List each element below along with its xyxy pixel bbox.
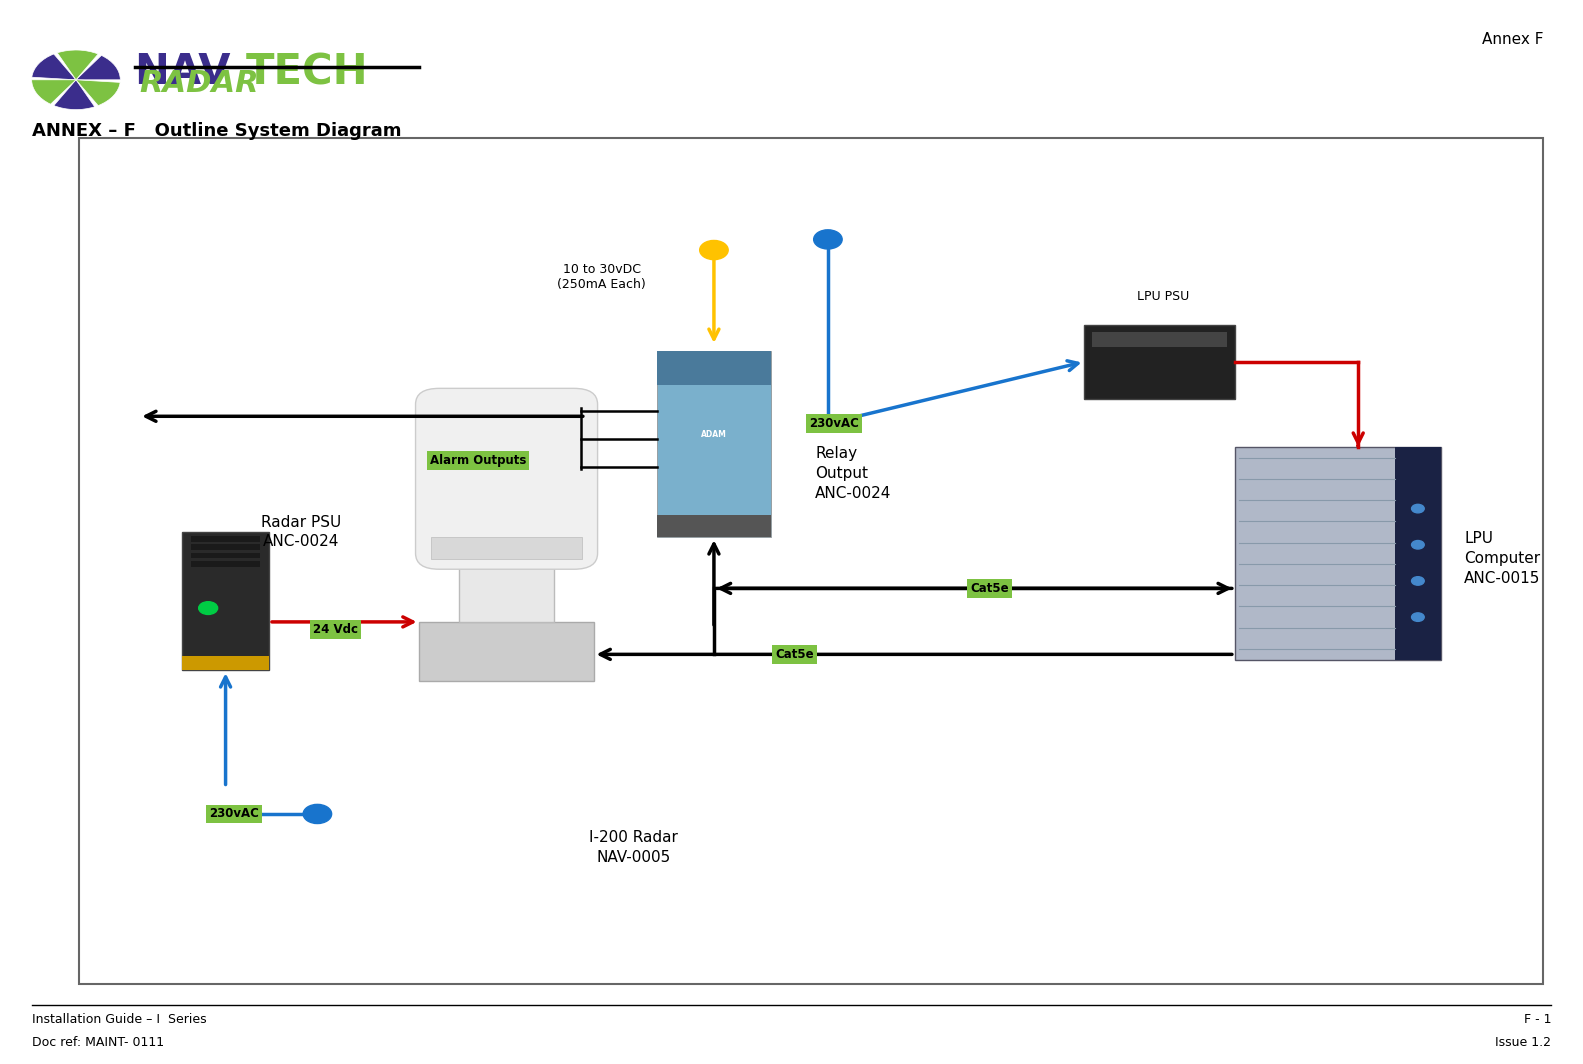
FancyBboxPatch shape	[1395, 447, 1441, 660]
FancyBboxPatch shape	[459, 548, 554, 622]
Circle shape	[1412, 613, 1425, 621]
Circle shape	[1412, 504, 1425, 513]
Wedge shape	[32, 54, 76, 80]
Text: TECH: TECH	[245, 51, 367, 93]
Text: 230vAC: 230vAC	[809, 417, 860, 430]
Wedge shape	[76, 80, 120, 105]
Text: 230vAC: 230vAC	[209, 808, 260, 820]
Circle shape	[814, 230, 842, 249]
FancyBboxPatch shape	[431, 537, 583, 559]
Text: LPU PSU: LPU PSU	[1137, 290, 1190, 303]
Text: ANNEX – F   Outline System Diagram: ANNEX – F Outline System Diagram	[32, 122, 400, 140]
Circle shape	[1412, 577, 1425, 585]
Text: Installation Guide – I  Series: Installation Guide – I Series	[32, 1013, 206, 1026]
Text: Issue 1.2: Issue 1.2	[1496, 1036, 1551, 1049]
Circle shape	[1412, 541, 1425, 549]
Text: 24 Vdc: 24 Vdc	[313, 624, 358, 636]
FancyBboxPatch shape	[657, 351, 771, 537]
FancyBboxPatch shape	[1084, 325, 1235, 399]
FancyBboxPatch shape	[419, 622, 594, 681]
Text: Cat5e: Cat5e	[776, 648, 814, 661]
Wedge shape	[57, 50, 98, 80]
Text: NAV: NAV	[135, 51, 231, 93]
Circle shape	[302, 804, 332, 824]
Circle shape	[700, 240, 728, 260]
Text: Relay
Output
ANC-0024: Relay Output ANC-0024	[815, 446, 891, 501]
FancyBboxPatch shape	[415, 388, 597, 569]
Text: ADAM: ADAM	[701, 431, 727, 439]
Text: F - 1: F - 1	[1524, 1013, 1551, 1026]
Circle shape	[199, 602, 217, 615]
Text: RADAR: RADAR	[139, 69, 260, 98]
Text: Doc ref: MAINT- 0111: Doc ref: MAINT- 0111	[32, 1036, 163, 1049]
Text: LPU
Computer
ANC-0015: LPU Computer ANC-0015	[1464, 531, 1540, 586]
Text: 10 to 30vDC
(250mA Each): 10 to 30vDC (250mA Each)	[557, 263, 646, 290]
Text: Cat5e: Cat5e	[970, 582, 1008, 595]
Wedge shape	[54, 80, 95, 110]
Wedge shape	[32, 80, 76, 104]
FancyBboxPatch shape	[1092, 332, 1227, 347]
FancyBboxPatch shape	[657, 515, 771, 537]
Wedge shape	[76, 55, 120, 80]
FancyBboxPatch shape	[192, 553, 260, 559]
FancyBboxPatch shape	[1235, 447, 1441, 660]
Text: Annex F: Annex F	[1482, 32, 1543, 47]
Text: Alarm Outputs: Alarm Outputs	[431, 454, 526, 467]
FancyBboxPatch shape	[79, 138, 1543, 984]
Text: Radar PSU
ANC-0024: Radar PSU ANC-0024	[261, 515, 340, 549]
FancyBboxPatch shape	[192, 561, 260, 566]
Text: I-200 Radar
NAV-0005: I-200 Radar NAV-0005	[589, 830, 678, 865]
FancyBboxPatch shape	[182, 656, 269, 670]
FancyBboxPatch shape	[192, 545, 260, 550]
FancyBboxPatch shape	[657, 351, 771, 385]
FancyBboxPatch shape	[192, 536, 260, 542]
FancyBboxPatch shape	[182, 532, 269, 670]
